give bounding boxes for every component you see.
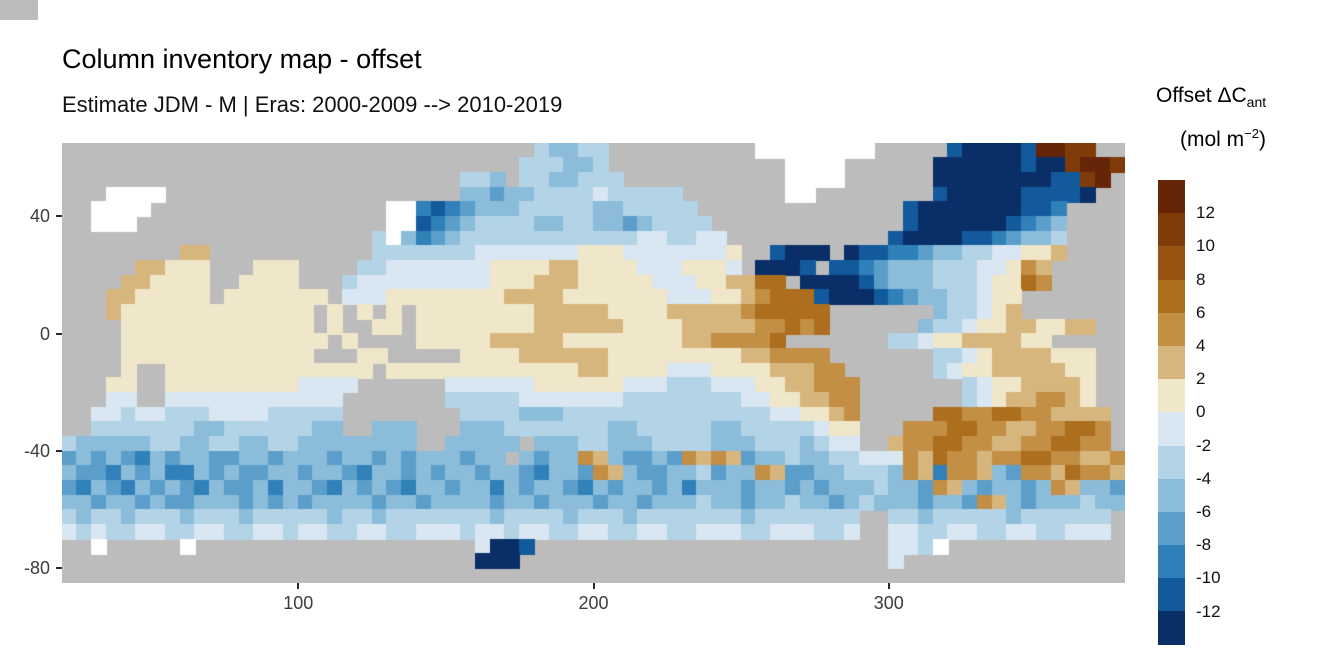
legend-color-block	[1158, 279, 1185, 313]
legend-tick-label: 12	[1196, 203, 1215, 223]
legend-color-block	[1158, 611, 1185, 645]
legend-tick-label: 4	[1196, 336, 1206, 355]
legend-color-block	[1158, 445, 1185, 479]
legend-tick-label: 2	[1196, 369, 1206, 389]
legend-color-block	[1158, 246, 1185, 280]
legend-title-subscript: ant	[1246, 94, 1267, 111]
legend-colorbar	[1158, 180, 1185, 645]
legend-units-suffix: )	[1259, 128, 1266, 151]
legend-tick-label: -10	[1196, 568, 1221, 588]
legend-color-block	[1158, 478, 1185, 512]
legend-title: Offset ΔCant	[1156, 84, 1266, 110]
legend-units-superscript: −2	[1244, 126, 1259, 141]
legend-color-block	[1158, 545, 1185, 579]
corner-artifact	[0, 0, 38, 20]
y-tick-mark	[56, 450, 62, 452]
legend-units: (mol m−2)	[1180, 126, 1266, 152]
legend-tick-label: 6	[1196, 302, 1206, 322]
x-tick-label: 200	[578, 593, 609, 613]
legend-tick-label: 0	[1196, 402, 1206, 422]
legend-tick-label: -12	[1196, 601, 1221, 621]
legend-tick-label: 8	[1196, 269, 1206, 289]
legend-color-block	[1158, 312, 1185, 346]
legend-tick-label: -6	[1196, 502, 1212, 521]
legend-units-prefix: (mol m	[1180, 128, 1245, 151]
x-tick-mark	[887, 583, 890, 589]
legend-tick-label: -8	[1196, 535, 1212, 555]
y-tick-label: -40	[23, 441, 50, 461]
y-tick-mark	[56, 332, 62, 335]
y-tick-mark	[56, 567, 62, 570]
chart-title: Column inventory map - offset	[62, 44, 422, 74]
y-tick-label: 40	[29, 206, 50, 227]
x-tick-mark	[297, 583, 300, 589]
legend-color-block	[1158, 345, 1185, 380]
legend-color-block	[1158, 511, 1185, 546]
world-heatmap-canvas	[62, 143, 1125, 583]
legend-tick-label: 10	[1196, 236, 1215, 256]
legend-tick-label: -2	[1196, 435, 1212, 455]
y-tick-label: -80	[23, 558, 50, 579]
legend-color-block	[1158, 379, 1185, 413]
legend-tick-label: -4	[1196, 468, 1212, 488]
legend-color-block	[1158, 412, 1185, 446]
x-tick-mark	[592, 583, 595, 589]
x-tick-label: 100	[283, 593, 314, 613]
map-panel	[62, 143, 1125, 583]
x-tick-label: 300	[873, 593, 904, 613]
legend-color-block	[1158, 180, 1185, 214]
legend-color-block	[1158, 213, 1185, 247]
y-tick-mark	[56, 215, 62, 218]
legend-color-block	[1158, 578, 1185, 612]
y-tick-label: 0	[39, 323, 50, 344]
chart-subtitle: Estimate JDM - M | Eras: 2000-2009 --> 2…	[62, 92, 563, 117]
legend-title-text: Offset ΔC	[1156, 84, 1247, 107]
